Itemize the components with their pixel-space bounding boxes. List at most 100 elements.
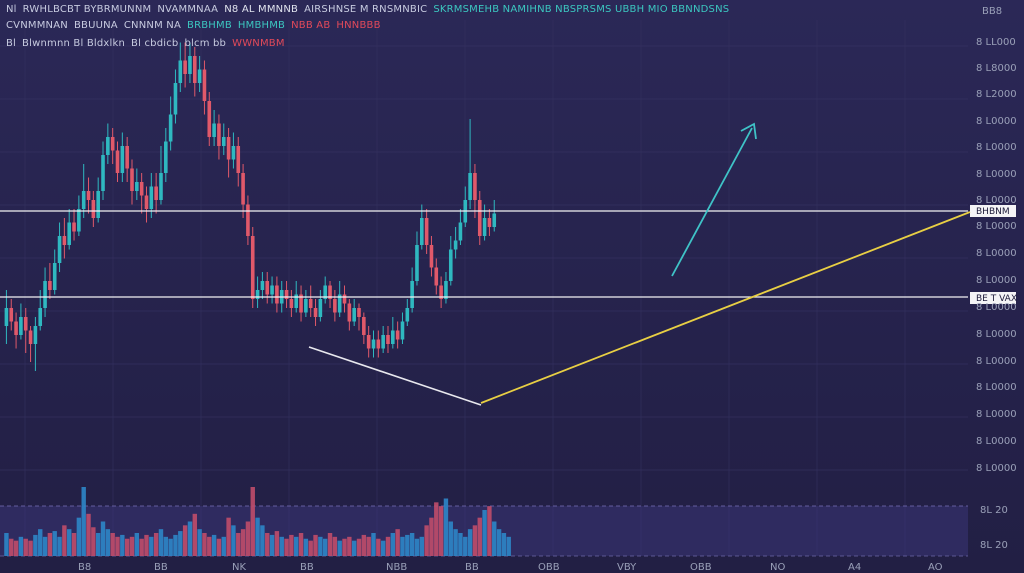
- volume-bar: [178, 531, 183, 556]
- candle-body: [458, 222, 463, 241]
- candle-body: [96, 191, 100, 218]
- candle-body: [275, 285, 279, 304]
- candle-body: [405, 308, 410, 322]
- candle-body: [294, 294, 299, 308]
- volume-bar: [23, 538, 28, 556]
- volume-bar: [182, 525, 188, 556]
- volume-bar: [95, 533, 101, 556]
- volume-bar: [91, 527, 96, 556]
- price-axis-label: 8 L0000: [976, 356, 1017, 367]
- volume-bar: [216, 538, 222, 556]
- candle-body: [410, 281, 414, 308]
- resistance-tag: [970, 205, 1016, 217]
- candle-body: [115, 150, 120, 173]
- candle-body: [57, 236, 62, 263]
- volume-bar: [380, 540, 386, 556]
- header-line-3: Bl Blwnmnn Bl Bldxlkn Bl cbdicb blcm bb WWNM…: [6, 38, 291, 49]
- volume-bar: [38, 529, 43, 556]
- volume-bar: [187, 521, 193, 556]
- candle-body: [241, 173, 245, 205]
- volume-bar: [18, 536, 24, 556]
- candle-body: [246, 204, 250, 236]
- candle-body: [178, 60, 183, 83]
- candle-body: [173, 83, 178, 115]
- candle-body: [333, 299, 337, 313]
- candle-body: [400, 321, 405, 340]
- volume-bar: [448, 521, 453, 556]
- candle-body: [52, 263, 57, 290]
- volume-bar: [409, 533, 415, 556]
- candle-body: [149, 186, 154, 209]
- volume-bar: [496, 529, 502, 556]
- price-axis-label: 8 L0000: [976, 382, 1017, 393]
- volume-bar: [240, 529, 246, 556]
- volume-bar: [390, 533, 396, 556]
- candle-body: [77, 209, 81, 232]
- volume-bar: [255, 517, 260, 556]
- yellow-trendline: [480, 211, 971, 404]
- support-tag: [970, 292, 1016, 304]
- price-axis-label: 8 L0000: [976, 302, 1017, 313]
- volume-bar: [250, 487, 255, 556]
- volume-bar: [173, 534, 178, 556]
- volume-bar: [443, 498, 449, 556]
- volume-bar: [327, 533, 333, 556]
- candle-body: [86, 191, 91, 200]
- volume-bar: [62, 525, 67, 556]
- price-axis-label: 8 LL000: [976, 37, 1016, 48]
- volume-bar: [9, 538, 14, 556]
- header-text: BRBHMB: [187, 20, 232, 31]
- header-text: BBUUNA: [73, 20, 118, 31]
- candle-body: [453, 240, 458, 250]
- candle-body: [424, 218, 429, 245]
- candle-body: [318, 299, 323, 317]
- candle-body: [33, 326, 38, 344]
- header-text: blcm bb: [184, 38, 227, 49]
- volume-bar: [482, 510, 487, 556]
- volume-bar: [245, 521, 251, 556]
- candle-body: [164, 141, 168, 173]
- price-axis-label: 8 L0000: [976, 436, 1017, 447]
- volume-bar: [294, 536, 299, 556]
- volume-bar: [153, 533, 159, 556]
- header-text: HMBHMB: [237, 20, 286, 31]
- volume-bar: [506, 536, 511, 556]
- candle-body: [352, 308, 356, 322]
- candle-body: [159, 173, 163, 200]
- volume-bar: [149, 536, 154, 556]
- candle-body: [110, 137, 115, 151]
- candle-body: [395, 330, 400, 340]
- volume-bar: [202, 533, 207, 556]
- time-axis-label: A4: [848, 562, 861, 573]
- volume-bar: [57, 536, 62, 556]
- candle-body: [217, 123, 221, 146]
- header-text: SKRMSMEHB NAMIHNB NBSPRSMS UBBH MIO BBNN…: [433, 4, 730, 15]
- candle-body: [72, 222, 76, 232]
- volume-bar: [42, 536, 48, 556]
- volume-bar: [487, 506, 492, 556]
- candle-body: [284, 290, 289, 299]
- header-line-1: Nl RWHLBCBT BYBRMUNNM NVAMMNAA N8 AL MMNNB A…: [6, 4, 735, 15]
- candle-body: [154, 186, 158, 200]
- volume-bar: [467, 529, 473, 556]
- volume-bar: [274, 531, 280, 556]
- volume-bar: [67, 529, 72, 556]
- volume-bar: [322, 538, 328, 556]
- candle-body: [67, 222, 72, 245]
- volume-bar: [163, 536, 169, 556]
- volume-bar: [463, 536, 468, 556]
- volume-bar: [207, 536, 212, 556]
- volume-bar: [4, 533, 9, 556]
- time-axis-label: NO: [770, 562, 785, 573]
- volume-bar: [376, 538, 381, 556]
- candle-body: [270, 285, 274, 295]
- resistance-label: BHBNM: [976, 207, 1010, 217]
- candle-body: [202, 69, 207, 101]
- volume-bar: [438, 506, 444, 556]
- volume-bar: [47, 533, 53, 556]
- volume-bar: [298, 533, 304, 556]
- volume-bar: [124, 538, 130, 556]
- price-axis-label: 8 L0000: [976, 221, 1017, 232]
- candle-body: [473, 173, 477, 200]
